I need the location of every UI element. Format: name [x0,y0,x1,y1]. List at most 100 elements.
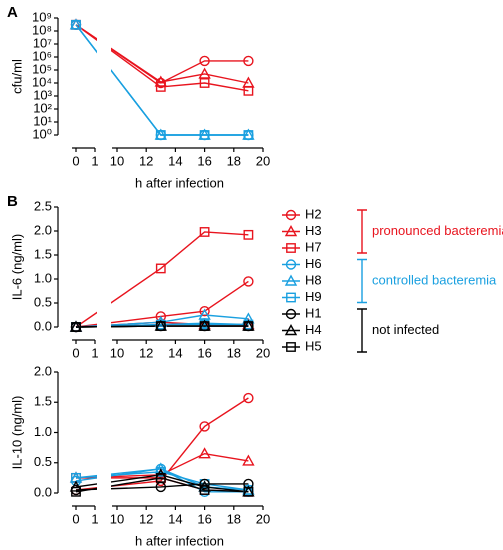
legend-label: H6 [305,256,322,271]
marker [199,321,210,331]
y-tick-label: 10⁷ [33,35,52,50]
y-tick-label: 1.0 [34,424,52,439]
marker [242,312,255,324]
marker [243,486,254,497]
y-tick-label: 10¹ [33,113,52,128]
x-tick-label: 18 [227,511,241,526]
group-bracket [357,258,367,304]
marker [71,322,81,332]
marker [199,478,210,490]
series-line [75,452,249,479]
x-tick-label: 1 [91,511,98,526]
marker [243,85,254,96]
series-line [75,24,249,84]
marker [155,263,166,274]
group-bracket [357,308,367,353]
y-tick-label: 1.5 [34,246,52,261]
marker [155,321,166,331]
marker [199,130,210,140]
y-tick-label: 10³ [33,87,52,102]
marker [198,308,211,320]
y-tick-label: 1.5 [34,394,52,409]
marker [242,454,255,466]
y-tick-label: 2.0 [34,222,52,237]
series-line [75,323,249,328]
marker [243,392,254,404]
series-line [75,325,249,328]
y-tick-label: 1.0 [34,270,52,285]
legend-label: H4 [305,322,322,337]
x-tick-label: 14 [168,153,182,168]
y-tick-label: 0.5 [34,294,52,309]
y-tick-label: 0.5 [34,454,52,469]
legend-label: H9 [305,289,322,304]
axis-break [97,6,111,146]
x-tick-label: 20 [256,511,270,526]
group-label: not infected [372,322,439,337]
legend-label: H3 [305,223,322,238]
series-line [75,280,249,328]
x-tick-label: 10 [110,345,124,360]
y-tick-label: 10⁴ [32,74,52,89]
x-tick-label: 20 [256,345,270,360]
marker [243,55,254,67]
group-label: controlled bacteremia [372,272,497,287]
legend-marker [284,225,298,237]
series-line [75,474,249,493]
marker [155,472,166,483]
x-axis-label: h after infection [135,533,224,548]
y-axis-label: cfu/ml [9,59,24,94]
x-tick-label: 10 [110,153,124,168]
legend-marker [285,259,297,270]
legend-label: H7 [305,239,322,254]
marker [155,130,166,140]
y-axis-label: IL-6 (ng/ml) [9,234,24,300]
marker [243,276,254,287]
x-axis-label: h after infection [135,175,224,190]
group-bracket [357,209,367,254]
x-tick-label: 10 [110,511,124,526]
marker [71,486,81,497]
y-axis-label: IL-10 (ng/ml) [9,396,24,470]
x-tick-label: 18 [227,345,241,360]
series-line [75,24,249,92]
axis-break [97,360,111,504]
legend-label: H8 [305,272,322,287]
marker [243,321,254,331]
marker [199,421,210,432]
marker [243,478,254,490]
legend-marker [284,324,298,336]
y-tick-label: 0.0 [34,484,52,499]
series-line [75,231,249,328]
y-tick-label: 2.0 [34,363,52,378]
series-line [75,477,249,493]
x-tick-label: 20 [256,153,270,168]
y-tick-label: 10² [33,100,52,115]
y-tick-label: 2.5 [34,198,52,213]
marker [199,227,210,237]
y-tick-label: 10⁵ [32,61,52,76]
x-tick-label: 14 [168,511,182,526]
x-tick-label: 12 [139,153,153,168]
x-tick-label: 12 [139,511,153,526]
legend-marker [285,308,297,320]
x-tick-label: 0 [72,511,79,526]
x-tick-label: 16 [197,511,211,526]
y-tick-label: 10⁰ [32,126,52,141]
legend-label: H5 [305,338,322,353]
marker [155,82,166,92]
x-tick-label: 1 [91,345,98,360]
legend-label: H1 [305,305,322,320]
x-tick-label: 0 [72,153,79,168]
y-tick-label: 10⁶ [32,48,52,63]
legend-marker [285,209,297,221]
series-line [75,314,249,328]
series-line [75,471,249,491]
x-tick-label: 1 [91,153,98,168]
marker [243,229,254,240]
legend-marker [286,243,296,253]
x-tick-label: 12 [139,345,153,360]
panel-label: A [7,4,18,21]
marker [198,447,211,459]
legend-marker [286,292,296,303]
